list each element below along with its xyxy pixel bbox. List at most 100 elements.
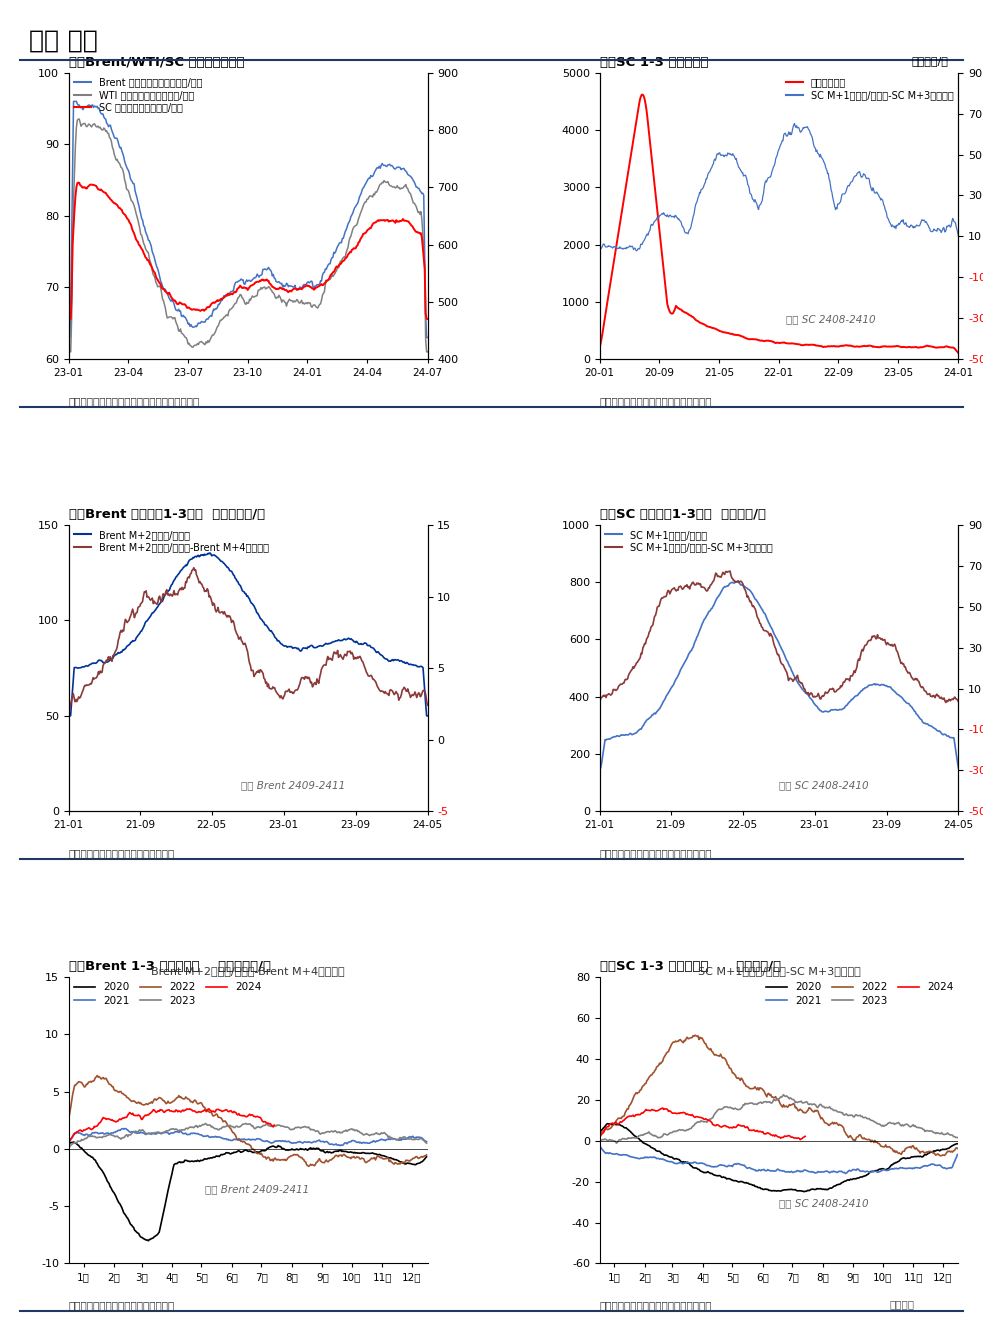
2022 <box>594 1126 606 1142</box>
2020 <box>140 1232 151 1248</box>
Text: 最新 Brent 2409-2411: 最新 Brent 2409-2411 <box>241 781 345 790</box>
2022 <box>303 1159 315 1175</box>
2021 <box>594 1139 606 1155</box>
2022 <box>421 1147 433 1163</box>
Legend: 仓单（万桶）, SC M+1（首行/主力）-SC M+3（三行）: 仓单（万桶）, SC M+1（首行/主力）-SC M+3（三行） <box>785 78 954 101</box>
2020 <box>937 1142 949 1158</box>
Line: 2020: 2020 <box>600 1123 957 1192</box>
Legend: Brent M+2（首行/主力）, Brent M+2（首行/主力）-Brent M+4（三行）: Brent M+2（首行/主力）, Brent M+2（首行/主力）-Brent… <box>74 531 269 552</box>
2022 <box>372 1148 383 1164</box>
Text: 最新 SC 2408-2410: 最新 SC 2408-2410 <box>780 1199 869 1208</box>
2022 <box>669 1033 681 1049</box>
2021 <box>140 1126 151 1142</box>
2023 <box>610 1135 622 1151</box>
2023 <box>140 1125 151 1140</box>
2022 <box>140 1097 151 1113</box>
2022 <box>63 1111 75 1127</box>
2022 <box>737 1073 749 1089</box>
2021 <box>952 1147 963 1163</box>
2023 <box>952 1130 963 1146</box>
Text: Brent M+2（首行/主力）-Brent M+4（三行）: Brent M+2（首行/主力）-Brent M+4（三行） <box>151 966 345 976</box>
2020 <box>737 1175 749 1191</box>
Text: 图：Brent 活跃合约1-3月差  单位：美元/桶: 图：Brent 活跃合约1-3月差 单位：美元/桶 <box>69 508 265 521</box>
2020 <box>421 1148 433 1164</box>
2020 <box>63 1135 75 1151</box>
2022 <box>406 1152 418 1168</box>
2021 <box>839 1166 851 1181</box>
2021 <box>206 1129 218 1144</box>
Legend: Brent 活跃合约（左轴，美元/桶）, WTI 活跃合约（左轴，美元/桶）, SC 活跃合约（右轴，元/桶）: Brent 活跃合约（左轴，美元/桶）, WTI 活跃合约（左轴，美元/桶）, … <box>74 78 202 112</box>
Text: 研发中心: 研发中心 <box>890 1299 914 1310</box>
2021 <box>736 1156 748 1172</box>
2021 <box>162 1125 174 1140</box>
2023 <box>670 1123 682 1139</box>
Legend: 2020, 2021, 2022, 2023, 2024: 2020, 2021, 2022, 2023, 2024 <box>74 983 261 1005</box>
2023 <box>902 1118 914 1134</box>
Text: 图：SC 1-3 月差与仓单: 图：SC 1-3 月差与仓单 <box>600 56 708 69</box>
2024 <box>669 1105 681 1121</box>
2023 <box>64 1139 76 1155</box>
Text: 图：SC 活跃合约1-3月差  单位：元/桶: 图：SC 活跃合约1-3月差 单位：元/桶 <box>600 508 766 521</box>
2023 <box>206 1118 218 1134</box>
2021 <box>119 1121 131 1136</box>
2021 <box>901 1160 913 1176</box>
2020 <box>207 1150 219 1166</box>
2022 <box>739 1076 751 1091</box>
2024 <box>738 1118 750 1134</box>
Line: 2023: 2023 <box>600 1094 957 1143</box>
2023 <box>63 1138 75 1154</box>
Line: 2021: 2021 <box>69 1129 427 1146</box>
2024 <box>63 1135 75 1151</box>
2022 <box>937 1147 949 1163</box>
Text: 单位：元/桶: 单位：元/桶 <box>911 56 949 66</box>
2021 <box>372 1134 383 1150</box>
2020 <box>68 1134 80 1150</box>
2021 <box>63 1135 75 1151</box>
Text: 数据来源：上能源、海通期货投资咨询部: 数据来源：上能源、海通期货投资咨询部 <box>600 396 713 406</box>
2021 <box>208 1129 220 1144</box>
2020 <box>602 1115 613 1131</box>
2020 <box>952 1135 963 1151</box>
2023 <box>778 1086 789 1102</box>
2022 <box>206 1107 218 1123</box>
2020 <box>670 1151 682 1167</box>
2020 <box>406 1156 418 1172</box>
Text: 图：Brent/WTI/SC 活跃合约收盘价: 图：Brent/WTI/SC 活跃合约收盘价 <box>69 56 245 69</box>
2020 <box>372 1147 383 1163</box>
Line: 2024: 2024 <box>600 1107 805 1139</box>
Text: 数据来源：上能源、海通期货投资咨询部: 数据来源：上能源、海通期货投资咨询部 <box>600 848 713 859</box>
2022 <box>693 1032 705 1048</box>
2024 <box>594 1129 606 1144</box>
2024 <box>692 1109 704 1125</box>
2022 <box>162 1093 174 1109</box>
Text: 最新 SC 2408-2410: 最新 SC 2408-2410 <box>780 781 869 790</box>
2022 <box>935 1148 947 1164</box>
2021 <box>421 1134 433 1150</box>
2023 <box>240 1115 252 1131</box>
2023 <box>421 1135 433 1151</box>
Text: 数据来源：彭博、海通期货投资咨询部: 数据来源：彭博、海通期货投资咨询部 <box>69 1301 175 1311</box>
2024 <box>736 1118 748 1134</box>
2020 <box>594 1125 606 1140</box>
2022 <box>91 1068 103 1084</box>
2023 <box>162 1123 174 1139</box>
Line: 2022: 2022 <box>600 1035 957 1156</box>
2023 <box>594 1132 606 1148</box>
2024 <box>207 1103 219 1119</box>
2022 <box>208 1107 220 1123</box>
Text: 数据来源：上能源、海通期货投资咨询部: 数据来源：上能源、海通期货投资咨询部 <box>600 1301 713 1311</box>
2020 <box>143 1233 154 1249</box>
2024 <box>139 1109 150 1125</box>
2022 <box>901 1139 913 1155</box>
Text: 数据来源：彭博、海通期货投资咨询部: 数据来源：彭博、海通期货投资咨询部 <box>69 848 175 859</box>
Text: 最新 SC 2408-2410: 最新 SC 2408-2410 <box>786 314 876 324</box>
2020 <box>693 1162 705 1177</box>
Line: 2024: 2024 <box>69 1109 274 1143</box>
2021 <box>692 1155 704 1171</box>
Legend: 2020, 2021, 2022, 2023, 2024: 2020, 2021, 2022, 2023, 2024 <box>766 983 954 1005</box>
2020 <box>798 1184 810 1200</box>
2023 <box>693 1114 705 1130</box>
Text: 一、 价差: 一、 价差 <box>29 29 98 53</box>
2024 <box>205 1103 217 1119</box>
2020 <box>209 1148 221 1164</box>
